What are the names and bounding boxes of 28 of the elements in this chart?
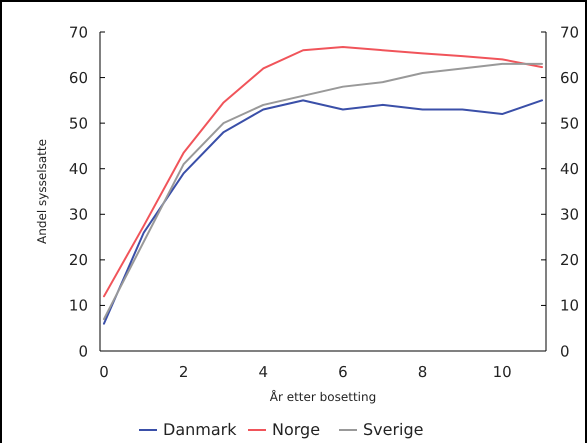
legend-label: Sverige	[363, 420, 424, 439]
legend-label: Norge	[272, 420, 320, 439]
y2-tick-label: 50	[560, 114, 580, 132]
y-tick-label: 70	[68, 23, 88, 42]
x-tick-label: 0	[99, 363, 109, 381]
y2-tick-label: 40	[560, 160, 580, 178]
x-tick-label: 4	[258, 363, 268, 381]
y2-tick-label: 20	[560, 251, 580, 270]
y-tick-label: 10	[68, 296, 88, 315]
line-series	[102, 99, 544, 325]
x-tick-label: 10	[492, 363, 512, 381]
x-axis-title: År etter bosetting	[270, 389, 376, 404]
y2-tick-label: 70	[560, 23, 580, 42]
y-tick-label: 0	[78, 342, 88, 360]
y-axis-title: Andel sysselsatte	[35, 139, 49, 244]
y2-tick-label: 30	[560, 206, 580, 224]
x-tick-label: 8	[418, 363, 428, 381]
y2-tick-label: 0	[560, 342, 570, 360]
x-tick-label: 2	[178, 363, 188, 381]
y2-tick-label: 60	[560, 68, 580, 87]
y-tick-label: 20	[68, 251, 88, 270]
y-tick-label: 60	[68, 68, 88, 87]
legend-label: Danmark	[163, 420, 238, 439]
y2-tick-label: 10	[560, 296, 580, 315]
y-tick-label: 30	[68, 206, 88, 224]
y-tick-label: 40	[68, 160, 88, 178]
y-tick-label: 50	[68, 114, 88, 132]
x-tick-label: 6	[338, 363, 348, 381]
